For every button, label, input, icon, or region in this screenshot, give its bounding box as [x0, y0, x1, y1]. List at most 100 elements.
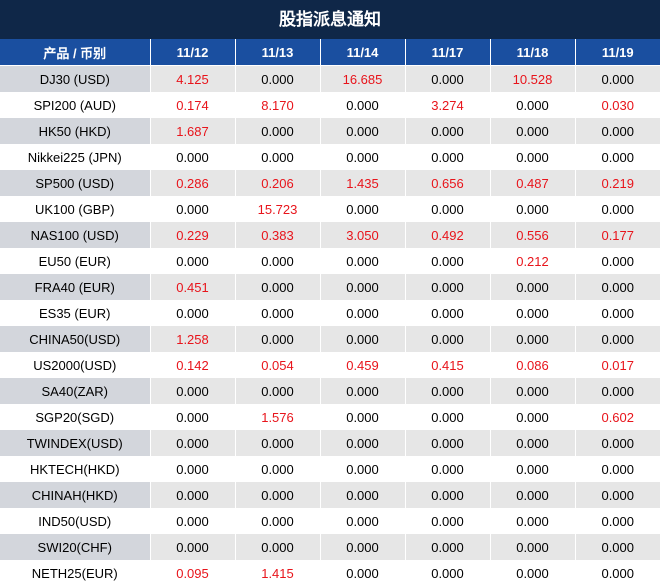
column-header-date: 11/12	[150, 39, 236, 66]
product-cell: FRA40 (EUR)	[0, 274, 151, 300]
dividend-value-cell: 0.000	[320, 534, 406, 560]
dividend-value-cell: 0.212	[490, 248, 576, 274]
page-title: 股指派息通知	[0, 0, 660, 39]
table-row: NAS100 (USD) 0.229 0.383 3.050 0.492 0.556 0.1…	[0, 222, 660, 248]
product-cell: SWI20(CHF)	[0, 534, 151, 560]
dividend-value-cell: 0.000	[320, 92, 406, 118]
dividend-value-cell: 16.685	[320, 65, 406, 92]
table-row: FRA40 (EUR) 0.451 0.000 0.000 0.000 0.000 0.00…	[0, 274, 660, 300]
table-body: DJ30 (USD) 4.125 0.000 16.685 0.000 10.528 0.0…	[0, 65, 660, 586]
dividend-value-cell: 0.142	[150, 352, 236, 378]
dividend-value-cell: 0.000	[490, 326, 576, 352]
dividend-value-cell: 0.000	[320, 144, 406, 170]
dividend-value-cell: 1.435	[320, 170, 406, 196]
dividend-value-cell: 0.000	[490, 378, 576, 404]
dividend-value-cell: 0.000	[320, 456, 406, 482]
dividend-value-cell: 0.000	[320, 508, 406, 534]
dividend-value-cell: 0.000	[320, 274, 406, 300]
dividend-value-cell: 0.177	[575, 222, 660, 248]
dividend-value-cell: 0.000	[575, 534, 660, 560]
dividend-value-cell: 0.000	[575, 560, 660, 586]
dividend-value-cell: 0.000	[490, 118, 576, 144]
dividend-value-cell: 0.000	[150, 248, 236, 274]
dividend-value-cell: 0.000	[235, 300, 321, 326]
dividend-value-cell: 0.086	[490, 352, 576, 378]
dividend-value-cell: 0.000	[405, 456, 491, 482]
product-cell: ES35 (EUR)	[0, 300, 151, 326]
dividend-value-cell: 0.229	[150, 222, 236, 248]
dividend-value-cell: 0.000	[405, 300, 491, 326]
dividend-value-cell: 0.000	[490, 456, 576, 482]
dividend-value-cell: 0.000	[150, 378, 236, 404]
product-cell: EU50 (EUR)	[0, 248, 151, 274]
dividend-value-cell: 0.000	[490, 300, 576, 326]
dividend-value-cell: 0.054	[235, 352, 321, 378]
dividend-value-cell: 8.170	[235, 92, 321, 118]
dividend-value-cell: 0.000	[405, 508, 491, 534]
dividend-value-cell: 0.602	[575, 404, 660, 430]
dividend-value-cell: 0.000	[150, 482, 236, 508]
dividend-value-cell: 0.000	[235, 248, 321, 274]
column-header-date: 11/13	[235, 39, 321, 66]
dividend-value-cell: 0.000	[320, 300, 406, 326]
dividend-value-cell: 0.000	[490, 430, 576, 456]
dividend-value-cell: 0.492	[405, 222, 491, 248]
dividend-value-cell: 0.000	[490, 92, 576, 118]
dividend-value-cell: 0.415	[405, 352, 491, 378]
dividend-value-cell: 0.556	[490, 222, 576, 248]
column-header-date: 11/19	[575, 39, 660, 66]
dividend-value-cell: 0.000	[575, 248, 660, 274]
dividend-value-cell: 1.687	[150, 118, 236, 144]
header-row: 产品 / 币别 11/12 11/13 11/14 11/17 11/18 11…	[0, 39, 660, 66]
dividend-value-cell: 0.000	[235, 508, 321, 534]
dividend-value-cell: 0.000	[320, 326, 406, 352]
dividend-value-cell: 0.000	[235, 430, 321, 456]
product-cell: TWINDEX(USD)	[0, 430, 151, 456]
dividend-value-cell: 0.000	[575, 300, 660, 326]
table-row: IND50(USD) 0.000 0.000 0.000 0.000 0.000 0.000	[0, 508, 660, 534]
product-cell: SA40(ZAR)	[0, 378, 151, 404]
dividend-value-cell: 0.000	[575, 508, 660, 534]
dividend-value-cell: 0.000	[320, 196, 406, 222]
dividend-value-cell: 0.000	[150, 404, 236, 430]
dividend-value-cell: 0.000	[575, 430, 660, 456]
dividend-value-cell: 0.000	[320, 378, 406, 404]
dividend-value-cell: 0.000	[320, 560, 406, 586]
dividend-value-cell: 0.000	[405, 196, 491, 222]
product-cell: HK50 (HKD)	[0, 118, 151, 144]
dividend-value-cell: 4.125	[150, 65, 236, 92]
dividend-value-cell: 0.000	[235, 144, 321, 170]
dividend-value-cell: 3.274	[405, 92, 491, 118]
table-row: UK100 (GBP) 0.000 15.723 0.000 0.000 0.000 0.0…	[0, 196, 660, 222]
dividend-value-cell: 1.576	[235, 404, 321, 430]
dividend-value-cell: 0.000	[405, 326, 491, 352]
column-header-product: 产品 / 币别	[0, 39, 151, 66]
product-cell: SP500 (USD)	[0, 170, 151, 196]
dividend-value-cell: 0.000	[150, 508, 236, 534]
product-cell: CHINA50(USD)	[0, 326, 151, 352]
table-row: EU50 (EUR) 0.000 0.000 0.000 0.000 0.212 0.000	[0, 248, 660, 274]
dividend-value-cell: 0.017	[575, 352, 660, 378]
product-cell: NETH25(EUR)	[0, 560, 151, 586]
dividend-value-cell: 0.000	[405, 378, 491, 404]
product-cell: DJ30 (USD)	[0, 65, 151, 92]
dividend-value-cell: 0.000	[320, 482, 406, 508]
dividend-value-cell: 0.000	[320, 430, 406, 456]
dividend-value-cell: 0.000	[235, 65, 321, 92]
table-row: US2000(USD) 0.142 0.054 0.459 0.415 0.086 0.01…	[0, 352, 660, 378]
dividend-value-cell: 0.000	[150, 300, 236, 326]
dividend-value-cell: 0.000	[490, 560, 576, 586]
dividend-value-cell: 0.000	[320, 118, 406, 144]
dividend-value-cell: 0.000	[235, 534, 321, 560]
dividend-value-cell: 0.000	[405, 430, 491, 456]
dividend-value-cell: 0.451	[150, 274, 236, 300]
dividend-table: 产品 / 币别 11/12 11/13 11/14 11/17 11/18 11…	[0, 39, 660, 586]
table-row: TWINDEX(USD) 0.000 0.000 0.000 0.000 0.000 0.0…	[0, 430, 660, 456]
product-cell: NAS100 (USD)	[0, 222, 151, 248]
dividend-value-cell: 0.206	[235, 170, 321, 196]
table-row: HK50 (HKD) 1.687 0.000 0.000 0.000 0.000 0.000	[0, 118, 660, 144]
dividend-value-cell: 0.000	[235, 326, 321, 352]
dividend-value-cell: 0.000	[405, 274, 491, 300]
column-header-date: 11/18	[490, 39, 576, 66]
